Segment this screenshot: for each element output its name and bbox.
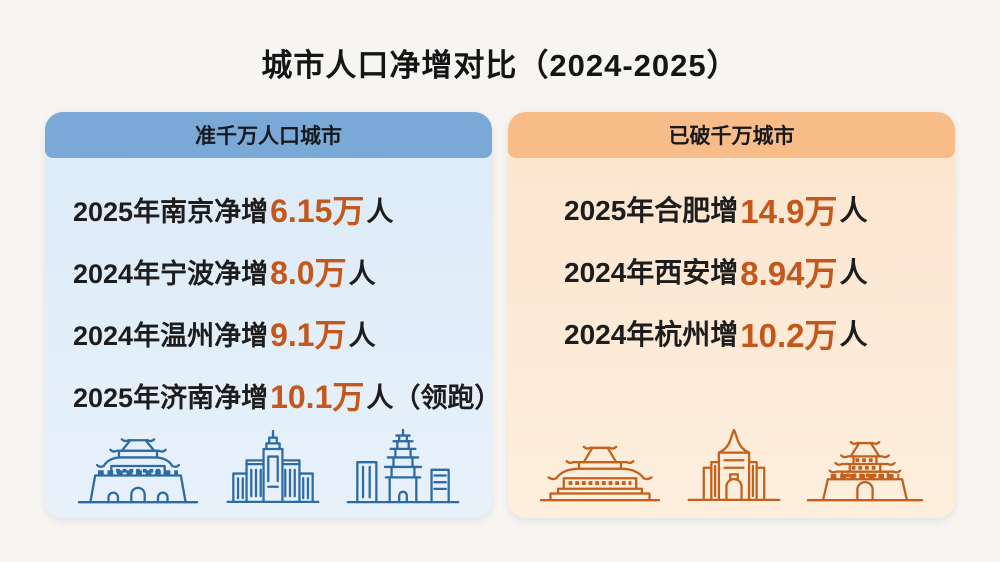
stat-row-nanjing: 2025年南京净增 6.15万人 — [73, 178, 492, 240]
stat-value: 14.9万 — [740, 193, 838, 230]
left-stat-rows: 2025年南京净增 6.15万人 2024年宁波净增 8.0万人 2024年温州净增… — [45, 158, 492, 426]
pagoda-skyline-icon — [346, 428, 460, 504]
left-panel-header: 准千万人口城市 — [45, 112, 492, 158]
city-gate-icon — [78, 438, 199, 504]
stat-value: 8.0万 — [270, 255, 347, 291]
stat-row-xian: 2024年西安增 8.94万人 — [564, 240, 955, 302]
stat-row-hangzhou: 2024年杭州增 10.2万人 — [564, 302, 955, 364]
civic-tower-icon — [226, 429, 319, 504]
stat-value: 6.15万 — [270, 193, 365, 229]
stat-value: 10.1万 — [270, 379, 365, 415]
stat-suffix: 人 — [839, 319, 868, 350]
stat-value: 10.2万 — [740, 317, 838, 354]
panel-near-ten-million: 准千万人口城市 2025年南京净增 6.15万人 2024年宁波净增 8.0万人 2… — [45, 112, 492, 518]
stat-row-wenzhou: 2024年温州净增 9.1万人 — [73, 302, 492, 364]
right-skyline — [508, 424, 955, 518]
stat-prefix: 2024年杭州增 — [564, 319, 739, 350]
stat-prefix: 2025年南京净增 — [73, 196, 269, 227]
stat-prefix: 2024年西安增 — [564, 257, 739, 288]
stat-row-hefei: 2025年合肥增 14.9万人 — [564, 178, 955, 240]
stat-value: 9.1万 — [270, 317, 347, 353]
stat-suffix: 人 — [348, 258, 376, 289]
palace-hall-icon — [540, 445, 661, 502]
right-stat-rows: 2025年合肥增 14.9万人 2024年西安增 8.94万人 2024年杭州增 10… — [508, 158, 955, 364]
wall-pavilion-icon — [806, 440, 924, 502]
panel-over-ten-million: 已破千万城市 2025年合肥增 14.9万人 2024年西安增 8.94万人 202… — [508, 112, 955, 518]
stat-suffix: 人 — [839, 195, 868, 226]
comparison-panels: 准千万人口城市 2025年南京净增 6.15万人 2024年宁波净增 8.0万人 2… — [0, 112, 1000, 518]
stat-suffix: 人 — [839, 257, 868, 288]
left-skyline — [45, 426, 492, 518]
right-panel-title: 已破千万城市 — [668, 125, 795, 148]
stat-suffix: 人（领跑） — [366, 382, 492, 413]
stat-row-ningbo: 2024年宁波净增 8.0万人 — [73, 240, 492, 302]
left-panel-title: 准千万人口城市 — [195, 125, 342, 148]
stat-value: 8.94万 — [740, 255, 838, 292]
stat-suffix: 人 — [348, 320, 376, 351]
arch-gate-icon — [687, 428, 780, 502]
stat-row-jinan: 2025年济南净增 10.1万 人（领跑） — [73, 364, 492, 426]
stat-prefix: 2024年宁波净增 — [73, 258, 269, 289]
page-title: 城市人口净增对比（2024-2025） — [261, 48, 739, 83]
stat-prefix: 2025年合肥增 — [564, 195, 739, 226]
stat-suffix: 人 — [366, 196, 394, 227]
stat-prefix: 2025年济南净增 — [73, 382, 269, 413]
stat-prefix: 2024年温州净增 — [73, 320, 269, 351]
right-panel-header: 已破千万城市 — [508, 112, 955, 158]
